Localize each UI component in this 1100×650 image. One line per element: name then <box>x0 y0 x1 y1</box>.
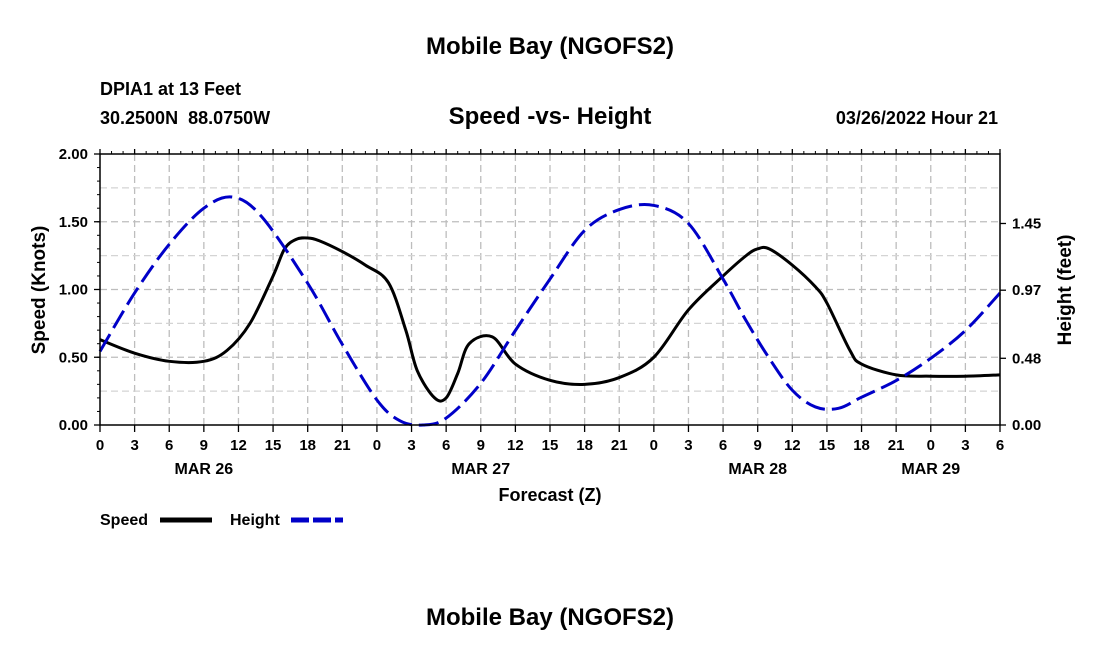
y-tick-label: 2.00 <box>59 146 88 163</box>
x-tick-label: 15 <box>542 437 559 454</box>
grid-lines <box>100 154 1000 425</box>
axes: 0 3 6 9 12 15 18 21 0 3 6 9 12 15 18 21 0 3 6 9 12 15 18 21 0 3 60… <box>59 146 1041 478</box>
date-label: MAR 28 <box>728 461 787 478</box>
y2-tick-label: 1.45 <box>1012 215 1041 232</box>
x-tick-label: 18 <box>576 437 593 454</box>
station-coords: 30.2500N 88.0750W <box>100 108 270 128</box>
date-label: MAR 29 <box>901 461 960 478</box>
x-tick-label: 6 <box>165 437 173 454</box>
x-tick-label: 15 <box>819 437 836 454</box>
x-tick-label: 18 <box>299 437 316 454</box>
x-tick-label: 0 <box>96 437 104 454</box>
x-axis-label: Forecast (Z) <box>498 485 601 505</box>
y-tick-label: 0.00 <box>59 417 88 434</box>
y2-axis-label: Height (feet) <box>1055 235 1076 346</box>
legend-label-speed: Speed <box>100 512 148 529</box>
series-line-height <box>98 195 1002 427</box>
x-tick-label: 21 <box>334 437 351 454</box>
x-tick-label: 3 <box>130 437 138 454</box>
chart-subtitle: Speed -vs- Height <box>449 103 652 130</box>
y-tick-label: 1.00 <box>59 282 88 299</box>
x-tick-label: 21 <box>888 437 905 454</box>
station-label: DPIA1 at 13 Feet <box>100 79 241 99</box>
x-tick-label: 3 <box>684 437 692 454</box>
y2-tick-label: 0.48 <box>1012 350 1041 367</box>
x-tick-label: 18 <box>853 437 870 454</box>
x-tick-label: 9 <box>754 437 762 454</box>
y-tick-label: 0.50 <box>59 349 88 366</box>
x-tick-label: 3 <box>407 437 415 454</box>
legend-label-height: Height <box>230 512 280 529</box>
forecast-timestamp: 03/26/2022 Hour 21 <box>836 108 998 128</box>
x-tick-label: 12 <box>784 437 801 454</box>
x-tick-label: 0 <box>927 437 935 454</box>
date-label: MAR 26 <box>175 461 234 478</box>
series-layer <box>98 195 1002 427</box>
x-tick-label: 9 <box>477 437 485 454</box>
x-tick-label: 21 <box>611 437 628 454</box>
x-tick-label: 0 <box>373 437 381 454</box>
y2-tick-label: 0.97 <box>1012 282 1041 299</box>
footer-title: Mobile Bay (NGOFS2) <box>426 604 674 631</box>
series-line-speed <box>99 236 1001 403</box>
x-tick-label: 0 <box>650 437 658 454</box>
x-tick-label: 6 <box>442 437 450 454</box>
y2-tick-label: 0.00 <box>1012 417 1041 434</box>
x-tick-label: 12 <box>507 437 524 454</box>
legend: Speed Height <box>100 512 343 529</box>
y-axis-label: Speed (Knots) <box>29 226 50 355</box>
x-tick-label: 6 <box>719 437 727 454</box>
x-tick-label: 3 <box>961 437 969 454</box>
x-tick-label: 12 <box>230 437 247 454</box>
x-tick-label: 15 <box>265 437 282 454</box>
x-tick-label: 9 <box>200 437 208 454</box>
x-tick-label: 6 <box>996 437 1004 454</box>
chart-title: Mobile Bay (NGOFS2) <box>426 33 674 60</box>
y-tick-label: 1.50 <box>59 214 88 231</box>
date-label: MAR 27 <box>451 461 510 478</box>
